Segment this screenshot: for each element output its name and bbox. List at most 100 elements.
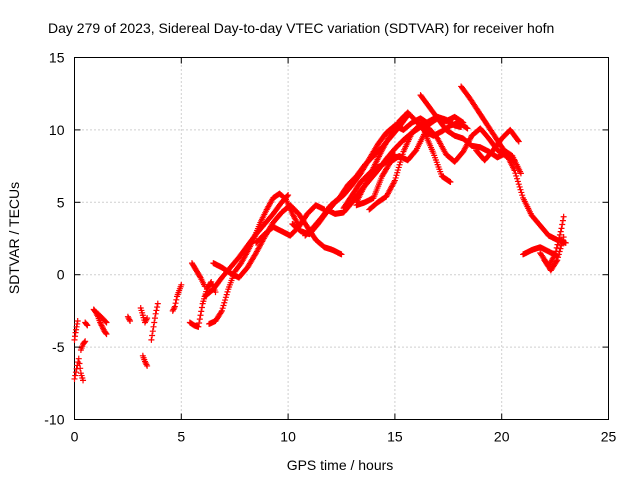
data-point: [195, 323, 202, 330]
data-point: [80, 377, 87, 384]
y-tick-label: -10: [44, 412, 64, 428]
series-arc-4: [82, 319, 91, 329]
data-point: [556, 235, 563, 242]
grid-lines: [74, 57, 609, 420]
y-axis-label: SDTVAR / TECUs: [6, 182, 22, 294]
data-point: [518, 189, 525, 196]
y-tick-label: -5: [52, 339, 65, 355]
data-point: [127, 318, 134, 325]
series-arc-3: [77, 338, 89, 353]
data-point: [152, 310, 159, 317]
data-point: [555, 251, 562, 258]
data-point: [392, 174, 399, 181]
series-arc-7: [124, 313, 134, 325]
data-point: [391, 177, 398, 184]
data-point: [516, 183, 523, 190]
x-tick-label: 15: [387, 429, 403, 445]
data-point: [71, 375, 78, 382]
data-point: [198, 304, 205, 311]
series-arc-13: [188, 260, 208, 290]
plot-frame: [74, 57, 609, 420]
data-point: [102, 318, 109, 325]
series-arc-5: [90, 306, 110, 338]
x-axis-label: GPS time / hours: [287, 457, 394, 473]
data-point: [393, 172, 400, 179]
series-arc-24: [366, 121, 518, 213]
x-tick-labels: 0 5 10 15 20 25: [71, 429, 617, 445]
data-point: [559, 239, 566, 246]
data-point: [517, 186, 524, 193]
series-arc-17: [253, 202, 328, 246]
data-point: [196, 319, 203, 326]
series-arc-15: [206, 190, 302, 327]
data-point: [557, 228, 564, 235]
y-tick-label: 15: [49, 50, 65, 66]
data-point: [221, 299, 228, 306]
x-tick-label: 25: [601, 429, 617, 445]
data-point: [103, 331, 110, 338]
data-point: [553, 258, 560, 265]
data-point: [515, 137, 522, 144]
data-point: [72, 372, 79, 379]
data-points: [71, 83, 569, 384]
axis-ticks: [74, 57, 609, 420]
data-point: [82, 338, 89, 345]
data-point: [398, 156, 405, 163]
y-tick-labels: -10 -5 0 5 10 15: [44, 50, 64, 428]
series-arc-1: [71, 355, 87, 384]
data-point: [554, 241, 561, 248]
data-point: [515, 181, 522, 188]
data-point: [197, 312, 204, 319]
data-point: [72, 369, 79, 376]
data-point: [558, 225, 565, 232]
data-point: [395, 167, 402, 174]
series-arc-10: [148, 300, 161, 343]
data-point: [464, 125, 471, 132]
data-point: [514, 178, 521, 185]
series-arc-2: [71, 318, 81, 343]
data-point: [198, 308, 205, 315]
data-point: [149, 328, 156, 335]
data-point: [201, 283, 208, 290]
data-point: [559, 217, 566, 224]
y-tick-label: 10: [49, 122, 65, 138]
series-arc-30: [541, 234, 567, 274]
data-point: [153, 307, 160, 314]
data-point: [396, 161, 403, 168]
data-point: [173, 296, 180, 303]
data-point: [84, 322, 91, 329]
series-arc-11: [169, 281, 185, 314]
y-tick-label: 5: [57, 194, 65, 210]
data-point: [397, 159, 404, 166]
data-point: [74, 318, 81, 325]
data-point: [149, 332, 156, 339]
data-point: [398, 153, 405, 160]
data-point: [75, 355, 82, 362]
data-point: [224, 288, 231, 295]
series-arc-23: [353, 129, 454, 209]
data-point: [553, 244, 560, 251]
x-tick-label: 5: [177, 429, 185, 445]
data-point: [76, 360, 83, 367]
data-point: [519, 192, 526, 199]
data-point: [515, 138, 522, 145]
data-point: [395, 164, 402, 171]
data-point: [556, 231, 563, 238]
y-tick-label: 0: [57, 267, 65, 283]
data-point: [558, 242, 565, 249]
data-point: [144, 315, 151, 322]
data-point: [154, 304, 161, 311]
data-point: [557, 245, 564, 252]
series-arc-8: [137, 305, 151, 326]
data-point: [219, 305, 226, 312]
data-point: [399, 151, 406, 158]
series-arc-9: [139, 352, 151, 369]
x-tick-label: 10: [280, 429, 296, 445]
data-point: [554, 257, 561, 264]
chart-title: Day 279 of 2023, Sidereal Day-to-day VTE…: [48, 20, 554, 36]
series-arc-6: [94, 310, 110, 326]
data-point: [178, 281, 185, 288]
data-point: [514, 175, 521, 182]
data-point: [559, 221, 566, 228]
